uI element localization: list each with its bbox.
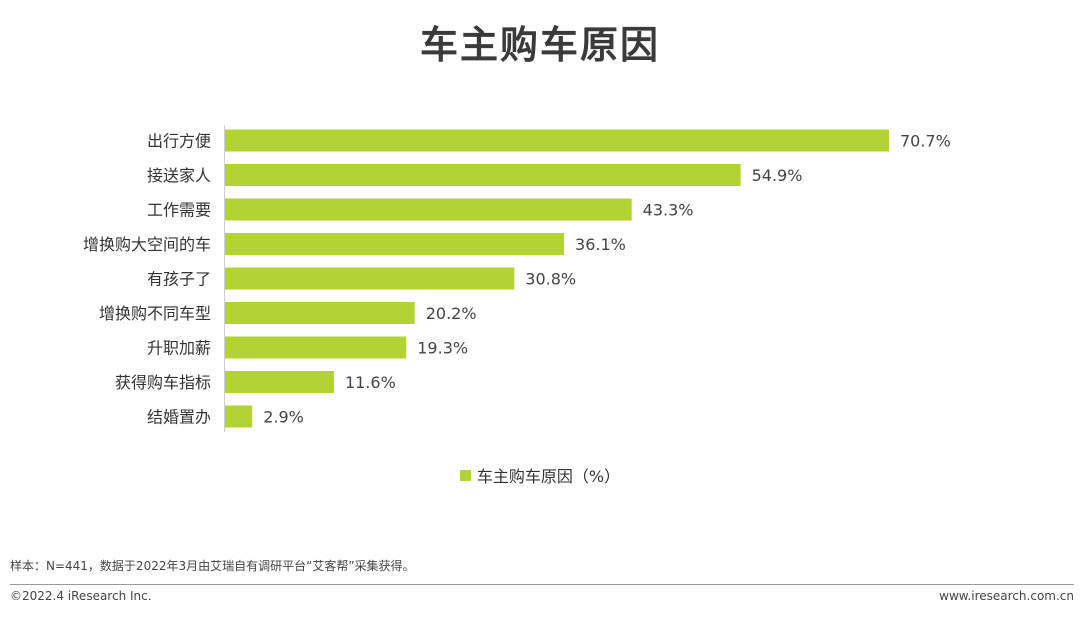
value-label: 11.6% [345,373,396,392]
bar [225,336,407,359]
sample-note: 样本：N=441，数据于2022年3月由艾瑞自有调研平台“艾客帮”采集获得。 [10,559,415,573]
category-label: 增换购大空间的车 [83,235,211,254]
bar [225,267,515,290]
bar [225,302,415,324]
category-label: 获得购车指标 [115,373,211,392]
value-label: 19.3% [417,339,468,358]
chart-title: 车主购车原因 [419,23,660,67]
category-label: 出行方便 [147,132,211,151]
value-label: 43.3% [643,201,694,220]
value-label: 36.1% [575,235,626,254]
bar [225,233,565,255]
category-label: 有孩子了 [147,270,211,289]
value-label: 20.2% [426,304,477,323]
category-label: 工作需要 [147,201,211,220]
legend-swatch [459,470,471,481]
bar [225,198,632,221]
footer-divider [10,584,1074,585]
category-label: 升职加薪 [147,339,211,358]
value-label: 54.9% [752,166,803,185]
value-label: 2.9% [263,408,304,427]
bar [225,371,334,393]
category-label: 增换购不同车型 [99,304,211,323]
bar [225,129,889,152]
value-label: 30.8% [525,270,576,289]
bar-chart: 出行方便接送家人工作需要增换购大空间的车有孩子了增换购不同车型升职加薪获得购车指… [83,125,951,432]
website-text: www.iresearch.com.cn [939,589,1074,603]
bar [225,164,741,186]
bar [225,405,253,428]
value-label: 70.7% [900,132,951,151]
category-label: 结婚置办 [147,408,211,427]
legend: 车主购车原因（%） [0,463,1080,487]
legend-label: 车主购车原因（%） [476,467,621,486]
category-label: 接送家人 [147,166,211,185]
copyright-text: ©2022.4 iResearch Inc. [10,589,152,603]
